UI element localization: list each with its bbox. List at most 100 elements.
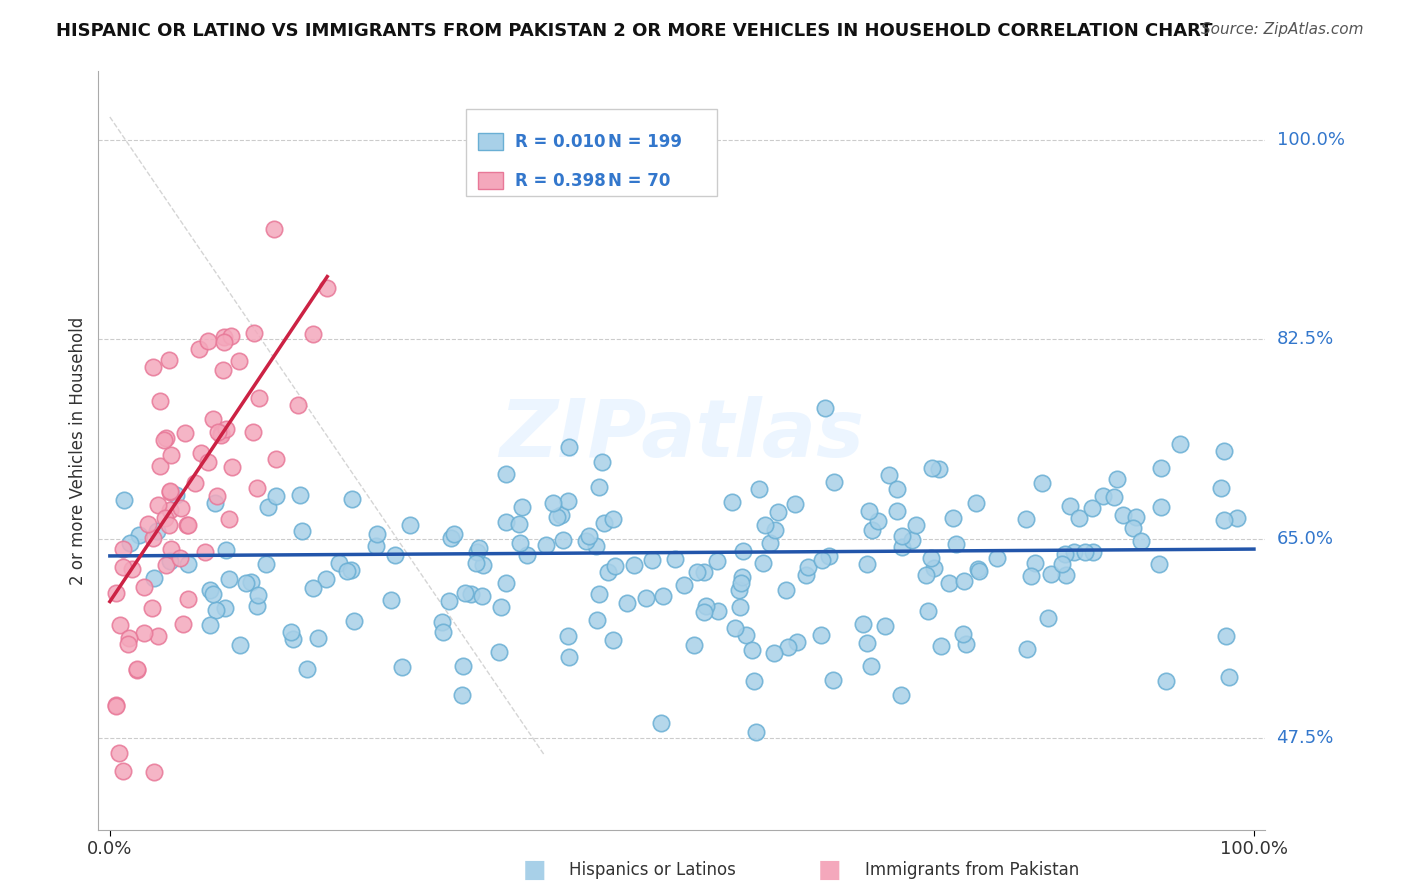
Point — [211, 363, 233, 377]
Point — [342, 491, 364, 506]
Point — [588, 586, 610, 600]
Point — [776, 640, 799, 654]
Point — [169, 550, 191, 565]
Point — [706, 604, 728, 618]
Point — [243, 326, 266, 340]
Point — [204, 496, 226, 510]
Point — [1024, 556, 1046, 570]
Point — [578, 529, 600, 543]
Point — [465, 545, 488, 559]
Point — [593, 516, 616, 530]
Point — [104, 699, 127, 714]
Point — [177, 557, 200, 571]
Point — [143, 571, 166, 585]
Point — [148, 499, 170, 513]
Point — [328, 556, 350, 570]
Point — [1015, 512, 1038, 526]
Point — [650, 715, 672, 730]
Point — [856, 636, 879, 650]
Point — [728, 599, 751, 614]
Point — [920, 550, 942, 565]
Point — [602, 512, 624, 526]
Point — [488, 645, 510, 659]
Point — [155, 431, 177, 445]
Point — [651, 589, 673, 603]
Point — [212, 329, 235, 343]
Point — [891, 528, 914, 542]
Point — [315, 281, 337, 295]
Point — [281, 632, 304, 647]
Point — [953, 574, 976, 589]
Point — [1147, 557, 1170, 571]
Point — [1150, 500, 1173, 515]
Point — [235, 576, 257, 591]
Point — [118, 631, 141, 645]
Point — [104, 586, 127, 600]
Point — [1017, 642, 1039, 657]
Point — [104, 698, 127, 713]
Point — [127, 664, 149, 678]
Text: 82.5%: 82.5% — [1277, 330, 1334, 348]
Point — [160, 542, 183, 557]
Point — [965, 496, 987, 510]
Point — [201, 586, 224, 600]
Point — [205, 603, 228, 617]
Point — [1154, 674, 1177, 689]
Point — [257, 500, 280, 514]
Point — [682, 638, 704, 652]
Point — [728, 582, 751, 597]
Text: R = 0.398: R = 0.398 — [515, 172, 606, 190]
Point — [731, 543, 754, 558]
Point — [890, 688, 912, 702]
Point — [201, 412, 224, 426]
Point — [159, 554, 181, 568]
Point — [775, 582, 797, 597]
Point — [141, 601, 163, 615]
Point — [1039, 566, 1062, 581]
Point — [465, 556, 488, 570]
Point — [534, 538, 557, 552]
Point — [439, 594, 461, 608]
Point — [759, 535, 782, 549]
Point — [112, 493, 135, 508]
Point — [138, 517, 160, 532]
Point — [229, 638, 252, 652]
Point — [1213, 512, 1236, 526]
Point — [209, 428, 232, 442]
Y-axis label: 2 or more Vehicles in Household: 2 or more Vehicles in Household — [69, 317, 87, 584]
Point — [118, 536, 141, 550]
Text: ZIPatlas: ZIPatlas — [499, 396, 865, 475]
Point — [588, 480, 610, 494]
Text: 65.0%: 65.0% — [1277, 530, 1333, 548]
Point — [153, 433, 176, 447]
Point — [603, 559, 626, 574]
Point — [215, 422, 238, 436]
FancyBboxPatch shape — [478, 172, 503, 189]
Text: Hispanics or Latinos: Hispanics or Latinos — [569, 861, 737, 879]
Point — [287, 398, 309, 412]
Point — [146, 629, 169, 643]
Point — [218, 512, 240, 526]
Point — [108, 618, 131, 632]
Point — [1021, 569, 1043, 583]
Point — [763, 523, 786, 537]
Text: 47.5%: 47.5% — [1277, 730, 1334, 747]
Point — [623, 558, 645, 573]
Point — [184, 475, 207, 490]
Point — [508, 516, 530, 531]
Point — [640, 553, 662, 567]
Point — [1063, 545, 1085, 559]
Point — [823, 475, 845, 490]
Point — [142, 531, 165, 545]
Point — [1069, 511, 1091, 525]
Point — [153, 510, 176, 524]
Point — [817, 549, 839, 563]
Point — [1122, 521, 1144, 535]
Point — [783, 497, 806, 511]
Point — [307, 631, 329, 645]
Point — [1102, 491, 1125, 505]
Point — [664, 551, 686, 566]
Point — [239, 574, 262, 589]
Point — [886, 482, 908, 496]
Point — [142, 359, 165, 374]
